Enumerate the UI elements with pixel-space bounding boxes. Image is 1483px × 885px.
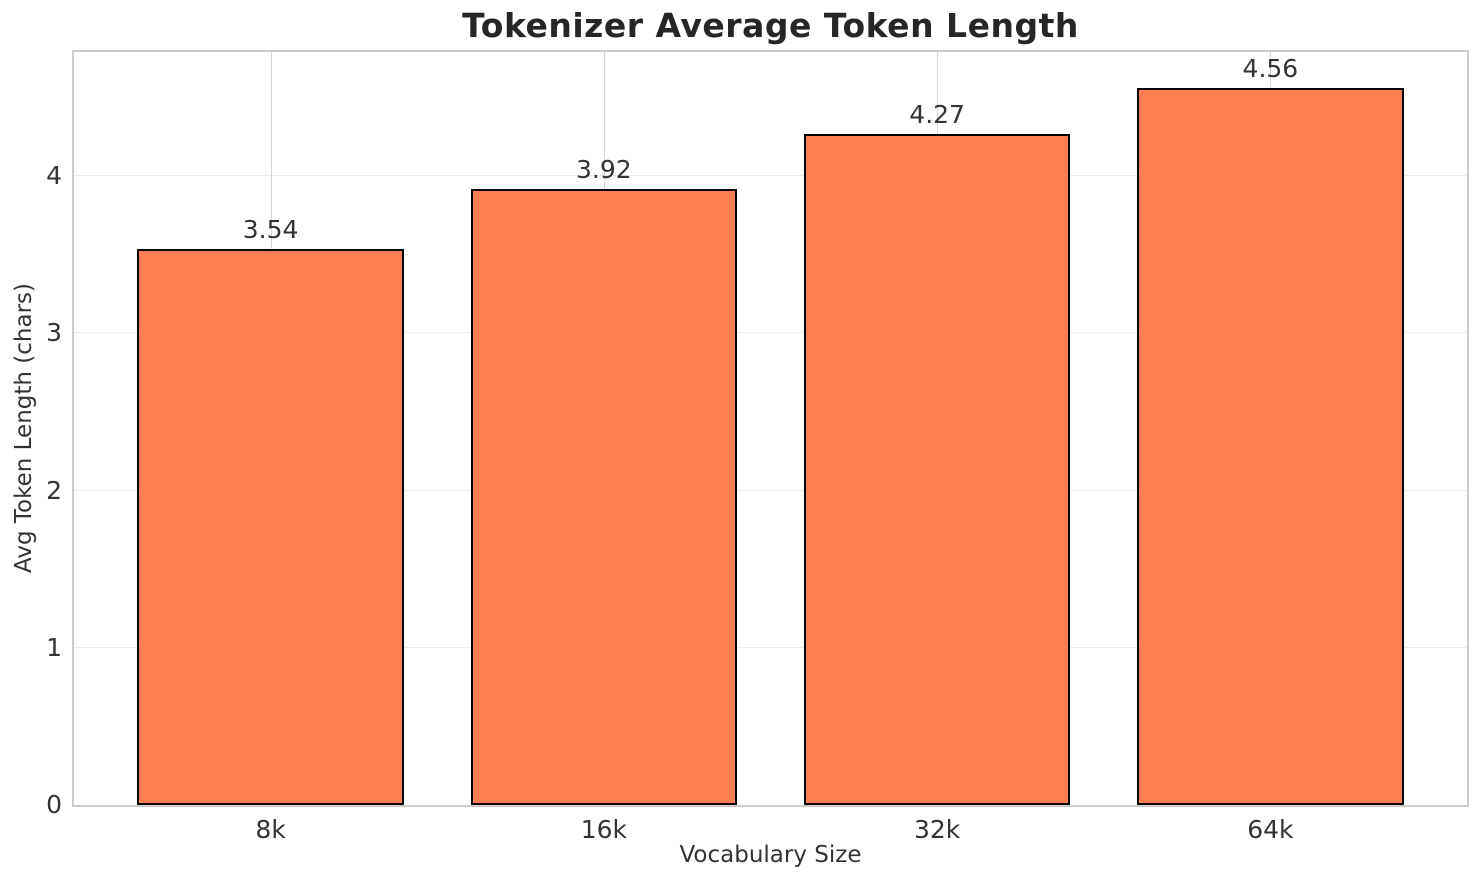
gridline-horizontal xyxy=(74,489,1467,491)
gridline-horizontal xyxy=(74,646,1467,648)
gridline-horizontal xyxy=(74,175,1467,177)
y-tick-label: 1 xyxy=(46,632,62,662)
x-tick-label: 32k xyxy=(913,815,961,844)
y-axis-label: Avg Token Length (chars) xyxy=(11,282,37,574)
bar xyxy=(470,188,738,805)
y-tick-label: 0 xyxy=(46,789,62,819)
x-tick-label: 16k xyxy=(580,815,628,844)
y-tick-label: 2 xyxy=(46,475,62,505)
bar xyxy=(803,133,1071,805)
chart-title: Tokenizer Average Token Length xyxy=(462,6,1079,45)
bar-value-label: 4.27 xyxy=(909,99,965,129)
y-tick-label: 4 xyxy=(46,161,62,191)
bar xyxy=(1137,88,1404,805)
bar-value-label: 3.92 xyxy=(576,154,632,184)
gridline-horizontal xyxy=(74,332,1467,334)
bar-value-label: 3.54 xyxy=(242,214,299,244)
x-tick-label: 64k xyxy=(1247,815,1294,844)
x-axis-label: Vocabulary Size xyxy=(679,842,862,868)
bar-value-label: 4.56 xyxy=(1242,54,1299,84)
plot-area: 0 1 2 3 4 3.54 8k 3.92 16k 4.27 32k 4.56 64k xyxy=(46,50,1469,844)
bar xyxy=(137,248,404,805)
x-tick-label: 8k xyxy=(255,815,286,844)
y-tick-label: 3 xyxy=(46,318,62,348)
